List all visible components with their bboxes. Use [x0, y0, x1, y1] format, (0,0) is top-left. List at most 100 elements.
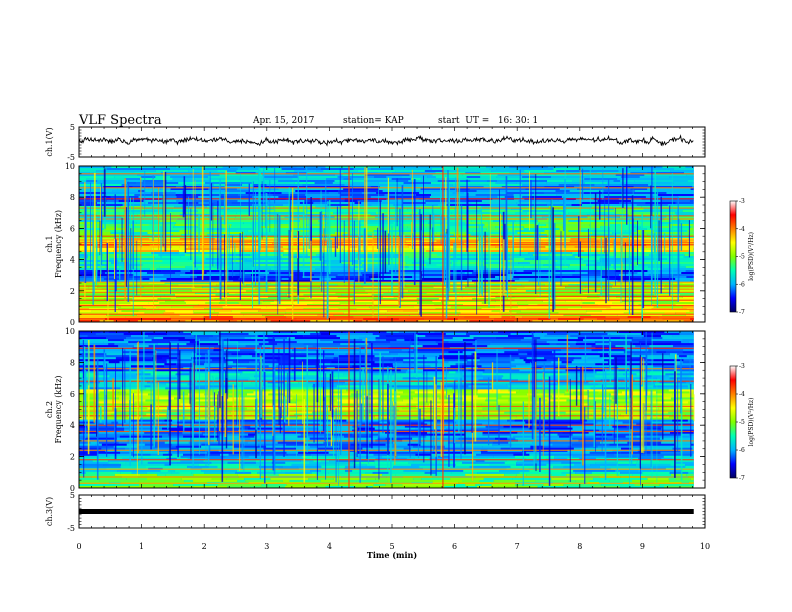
spec-cell: [265, 270, 300, 273]
spec-cell: [523, 337, 533, 340]
spec-cell: [141, 228, 169, 231]
sferic-mark: [401, 185, 404, 299]
spec-cell: [491, 341, 517, 344]
spec-cell: [462, 461, 505, 465]
spec-cell: [578, 168, 593, 171]
spec-cell: [134, 194, 176, 197]
spec-cell: [143, 437, 180, 441]
spec-cell: [663, 401, 688, 404]
spec-cell: [176, 196, 199, 199]
spec-cell: [668, 477, 676, 481]
sferic-mark: [331, 409, 334, 436]
spec-cell: [298, 381, 308, 384]
spec-cell: [226, 361, 233, 364]
spec-cell: [137, 174, 167, 177]
spec-cell: [180, 459, 204, 463]
spec-cell: [685, 270, 694, 273]
sferic-mark: [579, 168, 581, 235]
spec-cell: [620, 485, 664, 489]
spec-cell: [444, 230, 473, 233]
spec-cell: [237, 387, 244, 390]
spec-cell: [560, 166, 582, 169]
spec-cell: [477, 389, 501, 392]
spec-cell: [262, 314, 284, 317]
spec-cell: [556, 232, 593, 235]
spec-cell: [282, 204, 328, 207]
spec-cell: [217, 331, 237, 334]
spec-cell: [511, 208, 522, 211]
spec-cell: [172, 234, 182, 237]
spec-cell: [618, 331, 665, 334]
spec-cell: [455, 236, 501, 239]
spec-cell: [192, 479, 238, 483]
spec-cell: [543, 264, 570, 267]
spec-cell: [127, 294, 165, 297]
spec-cell: [260, 391, 292, 394]
spec-cell: [130, 365, 164, 368]
spec-cell: [372, 238, 415, 241]
spec-cell: [385, 335, 416, 338]
spec-cell: [116, 264, 143, 267]
spec-cell: [414, 457, 424, 461]
spec-cell: [559, 188, 577, 191]
spec-cell: [420, 178, 459, 181]
spec-cell: [506, 246, 546, 249]
spec-cell: [255, 461, 272, 465]
sferic-mark: [471, 353, 473, 433]
spec-cell: [400, 369, 408, 372]
spec-cell: [614, 212, 631, 215]
spec-cell: [370, 196, 389, 199]
spec-cell: [189, 174, 220, 177]
spec-cell: [488, 280, 515, 283]
spec-cell: [523, 248, 540, 251]
spec-cell: [243, 447, 264, 451]
spec-cell: [79, 208, 117, 211]
spec-cell: [157, 300, 166, 303]
spec-cell: [660, 242, 694, 245]
spec-cell: [293, 232, 335, 235]
spec-cell: [515, 230, 545, 233]
spec-cell: [79, 421, 95, 424]
spec-cell: [680, 379, 694, 382]
spec-cell: [546, 463, 574, 467]
spec-cell: [544, 284, 569, 287]
spec-cell: [346, 226, 380, 229]
spec-cell: [507, 180, 547, 183]
spec-cell: [605, 246, 647, 249]
spec-cell: [255, 433, 301, 437]
spec-cell: [187, 457, 208, 461]
spec-cell: [558, 208, 567, 211]
spec-cell: [426, 447, 434, 451]
x-tick-label: 0: [76, 542, 81, 551]
spec-cell: [462, 339, 477, 342]
spec-cell: [265, 333, 311, 336]
spec-cell: [151, 252, 179, 255]
spec-cell: [195, 178, 240, 181]
sferic-mark: [273, 405, 274, 432]
spec-cell: [390, 341, 436, 344]
y-tick-label: 2: [70, 453, 75, 462]
spec-cell: [579, 316, 595, 319]
spec-cell: [466, 441, 493, 445]
spec-cell: [79, 300, 112, 303]
sferic-mark: [363, 228, 366, 284]
spec-cell: [207, 457, 222, 461]
spec-cell: [692, 184, 694, 187]
spec-cell: [674, 212, 694, 215]
spec-cell: [130, 240, 138, 243]
spec-cell: [310, 445, 340, 449]
spec-cell: [486, 427, 530, 431]
spec-cell: [85, 437, 117, 441]
spec-cell: [685, 314, 694, 317]
spec-cell: [689, 391, 694, 394]
spec-cell: [481, 210, 505, 213]
spec-cell: [183, 331, 217, 334]
spec-cell: [253, 216, 285, 219]
spec-cell: [572, 254, 593, 257]
sferic-mark: [628, 219, 630, 315]
sferic-mark: [639, 355, 641, 469]
spec-cell: [402, 377, 411, 380]
spec-cell: [169, 228, 207, 231]
spec-cell: [462, 174, 498, 177]
sferic-mark: [193, 343, 195, 424]
